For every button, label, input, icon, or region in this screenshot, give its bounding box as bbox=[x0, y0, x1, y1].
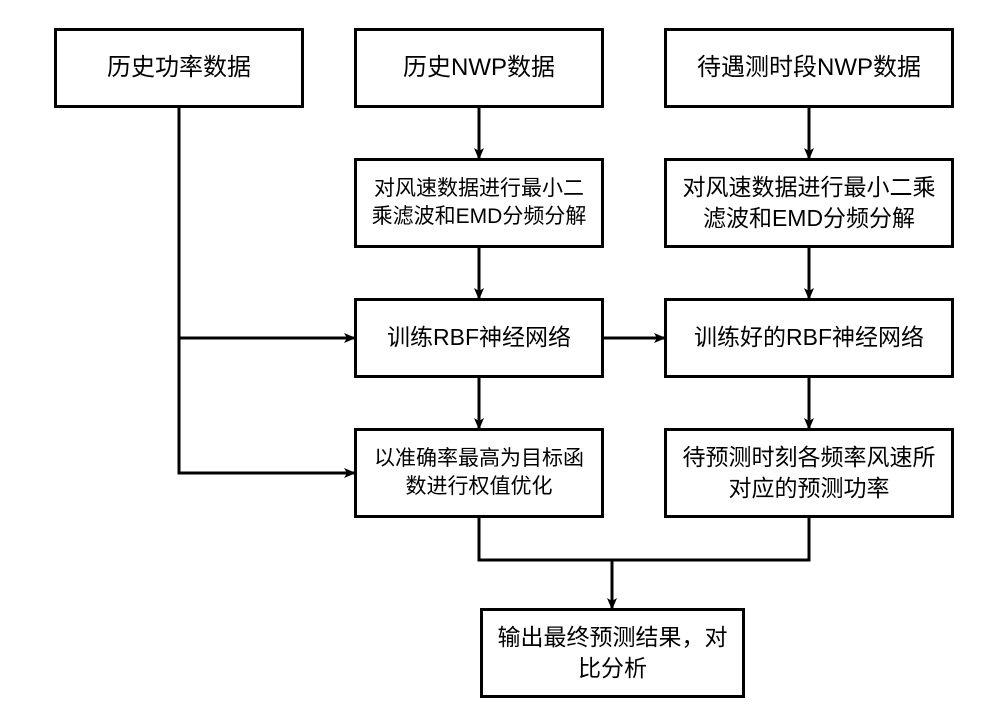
node-label: 输出最终预测结果，对比分析 bbox=[491, 622, 734, 684]
node-output: 输出最终预测结果，对比分析 bbox=[480, 608, 745, 698]
node-label: 对风速数据进行最小二乘滤波和EMD分频分解 bbox=[675, 172, 943, 234]
node-emd-right: 对风速数据进行最小二乘滤波和EMD分频分解 bbox=[664, 158, 954, 248]
node-label: 对风速数据进行最小二乘滤波和EMD分频分解 bbox=[365, 175, 593, 232]
node-forecast-nwp: 待遇测时段NWP数据 bbox=[664, 28, 954, 108]
node-emd-left: 对风速数据进行最小二乘滤波和EMD分频分解 bbox=[354, 158, 604, 248]
node-historical-nwp: 历史NWP数据 bbox=[354, 28, 604, 108]
node-label: 待遇测时段NWP数据 bbox=[697, 52, 921, 84]
node-label: 训练RBF神经网络 bbox=[387, 322, 571, 353]
node-label: 训练好的RBF神经网络 bbox=[694, 322, 924, 353]
node-historical-power: 历史功率数据 bbox=[54, 28, 304, 108]
node-weight-opt: 以准确率最高为目标函数进行权值优化 bbox=[354, 428, 604, 518]
node-label: 待预测时刻各频率风速所对应的预测功率 bbox=[675, 442, 943, 504]
node-trained-rbf: 训练好的RBF神经网络 bbox=[664, 298, 954, 378]
node-label: 历史功率数据 bbox=[107, 52, 251, 84]
node-predicted-power: 待预测时刻各频率风速所对应的预测功率 bbox=[664, 428, 954, 518]
node-train-rbf: 训练RBF神经网络 bbox=[354, 298, 604, 378]
node-label: 历史NWP数据 bbox=[403, 52, 555, 84]
node-label: 以准确率最高为目标函数进行权值优化 bbox=[365, 445, 593, 502]
